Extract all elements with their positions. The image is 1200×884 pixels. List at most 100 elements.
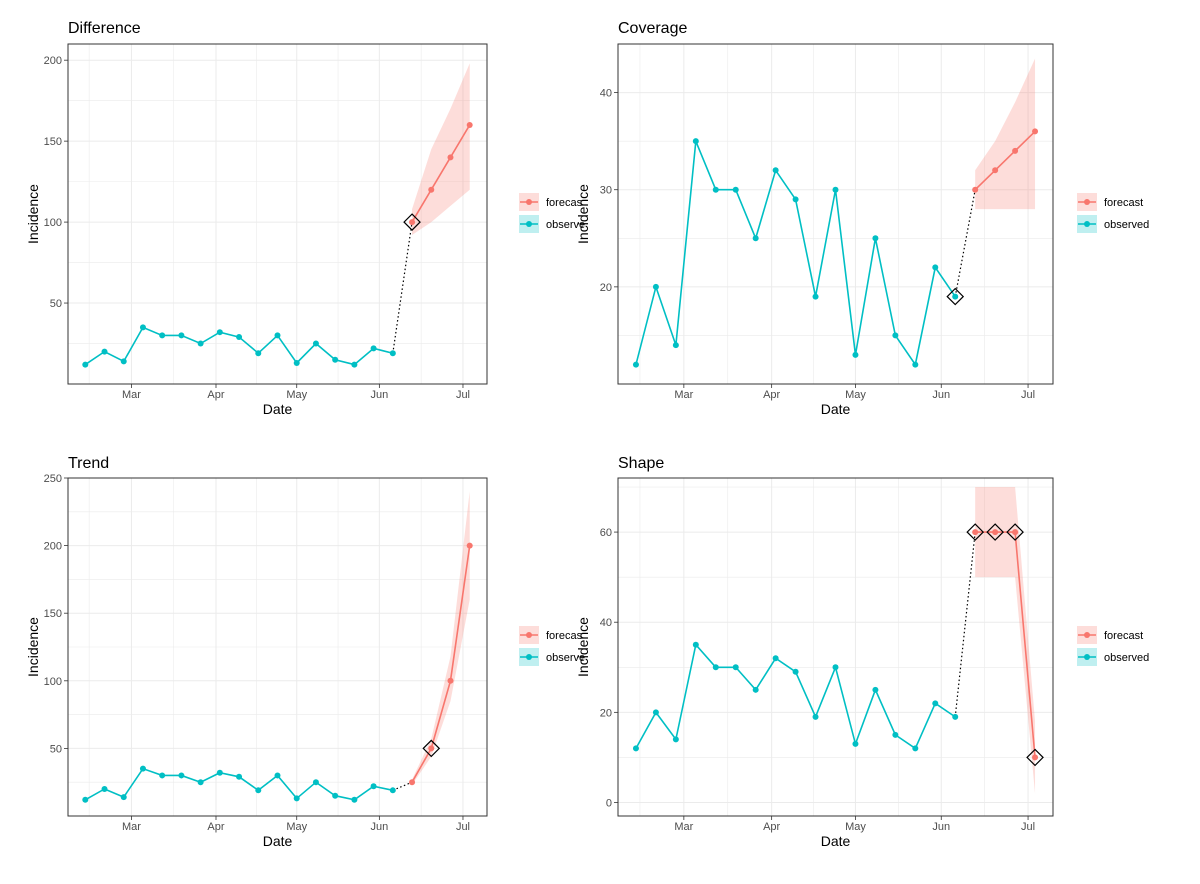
y-axis-label: Incidence: [575, 617, 591, 677]
y-tick-label: 200: [44, 541, 62, 553]
panel-border: [67, 43, 488, 385]
x-axis-label: Date: [821, 833, 851, 849]
observed-point: [236, 773, 243, 780]
observed-point: [139, 324, 146, 331]
y-tick-label: 40: [600, 617, 612, 629]
highlight-marker: [1026, 748, 1044, 767]
legend-forecast-label: forecast: [1104, 630, 1143, 642]
highlight-marker: [1006, 523, 1024, 541]
highlight-marker: [403, 213, 421, 231]
observed-point: [351, 361, 358, 368]
x-tick-label: Apr: [763, 389, 780, 401]
observed-point: [752, 235, 759, 242]
observed-point: [274, 332, 281, 339]
observed-point: [332, 356, 339, 363]
x-axis-label: Date: [821, 401, 851, 417]
x-tick-label: Mar: [674, 389, 693, 401]
x-tick-label: Jun: [932, 821, 950, 833]
forecast-point: [428, 186, 435, 193]
y-tick-label: 60: [600, 527, 612, 539]
observed-point: [872, 235, 879, 242]
observed-point: [692, 138, 699, 145]
observed-point: [852, 740, 859, 747]
observed-point: [197, 340, 204, 347]
observed-point: [197, 779, 204, 786]
observed-point: [652, 283, 659, 290]
forecast-line: [975, 531, 1036, 758]
x-tick-label: May: [286, 821, 307, 833]
legend-forecast-label: forecas: [546, 630, 583, 642]
legend-observed-key-point: [526, 654, 532, 660]
forecast-point: [466, 121, 473, 128]
observed-point: [82, 796, 89, 803]
x-tick-label: Jun: [370, 389, 388, 401]
forecast-point: [466, 542, 473, 549]
panel-title: Trend: [68, 455, 109, 472]
highlight-marker: [986, 523, 1004, 541]
legend-observed-key-point: [526, 221, 532, 227]
observed-point: [952, 293, 959, 300]
forecast-point: [1012, 147, 1019, 154]
panel-title: Shape: [618, 455, 664, 472]
observed-point: [293, 795, 300, 802]
legend: forecast observed: [1077, 626, 1149, 666]
panel-title: Coverage: [618, 20, 687, 37]
legend-forecast-label: forecast: [1104, 197, 1143, 209]
observed-point: [274, 772, 281, 779]
legend-observed: observed: [1077, 648, 1149, 666]
observed-point: [332, 792, 339, 799]
observed-point: [832, 664, 839, 671]
observed-point: [712, 186, 719, 193]
observed-point: [932, 700, 939, 707]
forecast-ribbon: [975, 487, 1036, 794]
observed-point: [852, 351, 859, 358]
y-tick-label: 100: [44, 676, 62, 688]
y-tick-label: 200: [44, 55, 62, 67]
y-tick-label: 50: [50, 743, 62, 755]
observed-point: [312, 340, 319, 347]
observed-point: [712, 664, 719, 671]
observed-point: [672, 342, 679, 349]
legend-forecast: forecas: [519, 626, 583, 644]
x-tick-label: Jul: [1021, 389, 1035, 401]
observed-point: [216, 329, 223, 336]
forecast-point: [409, 779, 416, 786]
observed-point: [159, 332, 166, 339]
observed-point: [216, 769, 223, 776]
observed-point: [772, 655, 779, 662]
legend-observed: observed: [1077, 215, 1149, 233]
observed-point: [236, 334, 243, 341]
x-tick-label: Apr: [763, 821, 780, 833]
legend-observed: observe: [519, 648, 585, 666]
y-tick-label: 250: [44, 473, 62, 485]
plot-area: [618, 44, 1053, 384]
forecast-line: [974, 130, 1036, 191]
x-tick-label: Jul: [1021, 821, 1035, 833]
y-tick-label: 150: [44, 136, 62, 148]
y-tick-label: 100: [44, 217, 62, 229]
highlight-marker: [422, 739, 441, 758]
panel-trend: Trend 50 100 150 200 250 Mar Apr May Jun Jul Date In…: [25, 455, 585, 849]
panel-shape: Shape 0 20 40 60 Mar Apr May Jun Jul Date Incidence…: [575, 455, 1149, 849]
y-tick-label: 0: [606, 797, 612, 809]
observed-point: [255, 350, 262, 357]
x-axis-label: Date: [263, 401, 293, 417]
legend: forecas observe: [519, 626, 585, 666]
x-tick-label: Mar: [122, 389, 141, 401]
observed-point: [692, 641, 699, 648]
observed-point: [812, 293, 819, 300]
observed-point: [792, 196, 799, 203]
observed-point: [812, 713, 819, 720]
forecast-point: [447, 154, 454, 161]
observed-point: [952, 713, 959, 720]
x-tick-label: Mar: [122, 821, 141, 833]
panel-title: Difference: [68, 20, 141, 37]
y-tick-label: 150: [44, 608, 62, 620]
panel-border: [67, 477, 488, 817]
observed-point: [101, 348, 108, 355]
observed-point: [370, 345, 377, 352]
legend-forecast-key-point: [526, 632, 532, 638]
observed-point: [772, 167, 779, 174]
observed-point: [389, 350, 396, 357]
